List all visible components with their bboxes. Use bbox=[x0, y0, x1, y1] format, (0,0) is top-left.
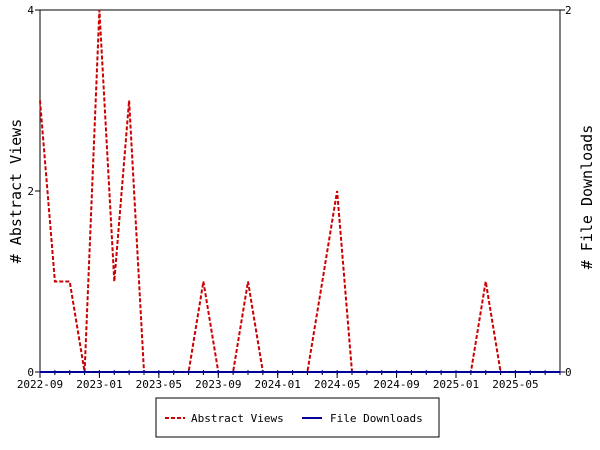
left-tick-label: 2 bbox=[27, 185, 34, 198]
legend-box bbox=[155, 397, 440, 438]
left-tick-label: 0 bbox=[27, 366, 34, 379]
right-tick-label: 0 bbox=[565, 366, 572, 379]
x-tick-label: 2023-09 bbox=[195, 378, 241, 391]
y2-axis-label: # File Downloads bbox=[578, 125, 596, 270]
x-tick-label: 2025-01 bbox=[433, 378, 479, 391]
x-tick-label: 2024-09 bbox=[373, 378, 419, 391]
x-axis-ticks: 2022-09 2023-01 2023-05 2023-09 2024-01 2024-… bbox=[17, 372, 561, 391]
right-axis-ticks: 02 bbox=[560, 4, 572, 379]
left-axis-ticks: 0 2 4 bbox=[27, 4, 40, 379]
right-tick-label: 2 bbox=[565, 4, 572, 17]
x-tick-label: 2023-01 bbox=[76, 378, 122, 391]
legend-label-file-downloads: File Downloads bbox=[330, 412, 423, 425]
plot-area bbox=[39, 9, 561, 373]
x-tick-label: 2024-05 bbox=[314, 378, 360, 391]
left-tick-label: 4 bbox=[27, 4, 34, 17]
legend: Abstract Views File Downloads bbox=[155, 397, 440, 438]
x-tick-label: 2025-05 bbox=[492, 378, 538, 391]
legend-label-abstract-views: Abstract Views bbox=[191, 412, 284, 425]
y-axis-label: # Abstract Views bbox=[7, 119, 25, 264]
x-tick-label: 2022-09 bbox=[17, 378, 63, 391]
series-layer bbox=[39, 9, 561, 374]
x-tick-label: 2024-01 bbox=[255, 378, 301, 391]
x-tick-label: 2023-05 bbox=[136, 378, 182, 391]
